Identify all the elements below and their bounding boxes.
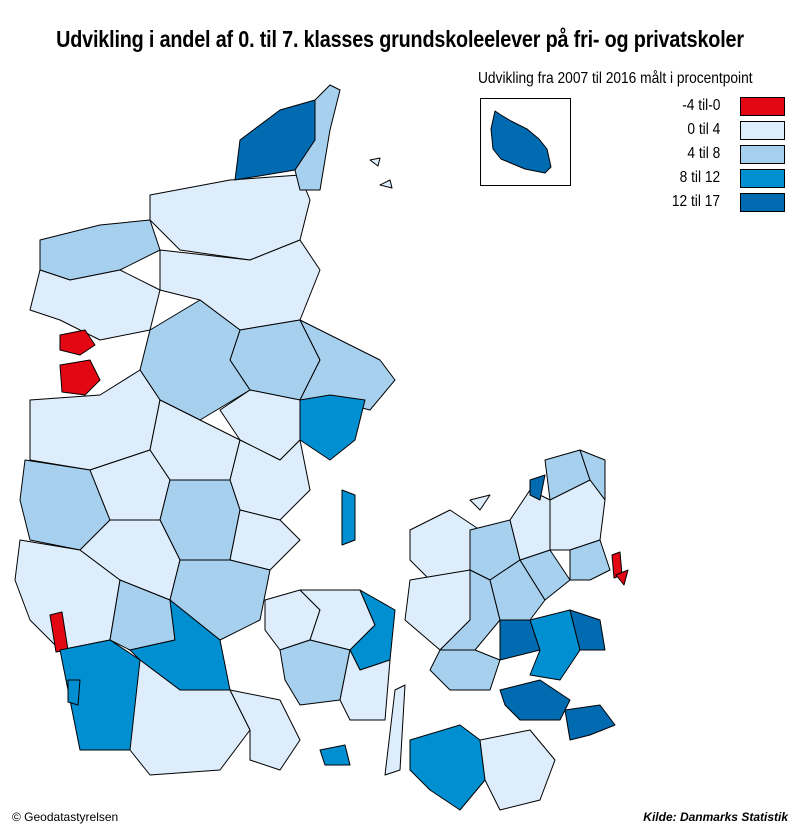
region-odder bbox=[229, 509, 301, 571]
region-sonderborg bbox=[229, 689, 301, 771]
legend-label: 12 til 17 bbox=[671, 193, 720, 210]
map-credit: © Geodatastyrelsen bbox=[12, 810, 119, 824]
region-mon bbox=[564, 704, 616, 741]
region-anholt bbox=[379, 179, 393, 189]
legend-item: 8 til 12 bbox=[600, 169, 785, 189]
legend-swatch bbox=[740, 145, 785, 164]
legend-title: Udvikling fra 2007 til 2016 målt i proce… bbox=[478, 70, 753, 87]
region-syddjurs bbox=[299, 394, 366, 461]
map-title: Udvikling i andel af 0. til 7. klasses g… bbox=[56, 26, 744, 52]
region-assens bbox=[279, 639, 351, 706]
region-halsnaes bbox=[529, 474, 546, 501]
region-norddjurs bbox=[299, 319, 396, 411]
legend-swatch bbox=[740, 121, 785, 140]
legend-label: 0 til 4 bbox=[687, 121, 720, 138]
region-samsø bbox=[341, 489, 356, 546]
region-copenhagen bbox=[569, 539, 611, 581]
region-romo bbox=[67, 679, 81, 706]
bornholm-inset bbox=[480, 98, 571, 186]
region-amager bbox=[615, 569, 629, 586]
legend-item: 12 til 17 bbox=[600, 193, 785, 213]
legend-label: -4 til-0 bbox=[681, 97, 720, 114]
region-svendborg bbox=[339, 649, 391, 721]
region-sejerø bbox=[469, 494, 491, 511]
legend-label: 4 til 8 bbox=[687, 145, 720, 162]
region-aero bbox=[319, 744, 351, 766]
region-laeso bbox=[369, 157, 381, 167]
region-guldborgsund bbox=[479, 729, 556, 811]
region-ringsted bbox=[489, 559, 546, 621]
legend-swatch bbox=[740, 193, 785, 212]
legend-item: 0 til 4 bbox=[600, 121, 785, 141]
legend-label: 8 til 12 bbox=[679, 169, 720, 186]
region-langeland bbox=[384, 684, 406, 776]
legend-swatch bbox=[740, 169, 785, 188]
legend-item: -4 til-0 bbox=[600, 97, 785, 117]
legend-swatch bbox=[740, 97, 785, 116]
bornholm-shape bbox=[490, 110, 552, 174]
region-holstebro bbox=[59, 359, 101, 396]
region-vordingborg bbox=[499, 679, 571, 721]
region-skive-morsø bbox=[29, 269, 161, 341]
region-slagelse bbox=[429, 649, 501, 691]
region-aabenraa bbox=[129, 659, 251, 776]
legend-item: 4 til 8 bbox=[600, 145, 785, 165]
region-struer bbox=[59, 329, 96, 356]
region-lolland bbox=[409, 724, 486, 811]
region-thisted bbox=[39, 219, 161, 281]
region-frederikshavn bbox=[294, 84, 341, 191]
region-stevns bbox=[569, 609, 606, 651]
data-source: Kilde: Danmarks Statistik bbox=[643, 810, 788, 824]
